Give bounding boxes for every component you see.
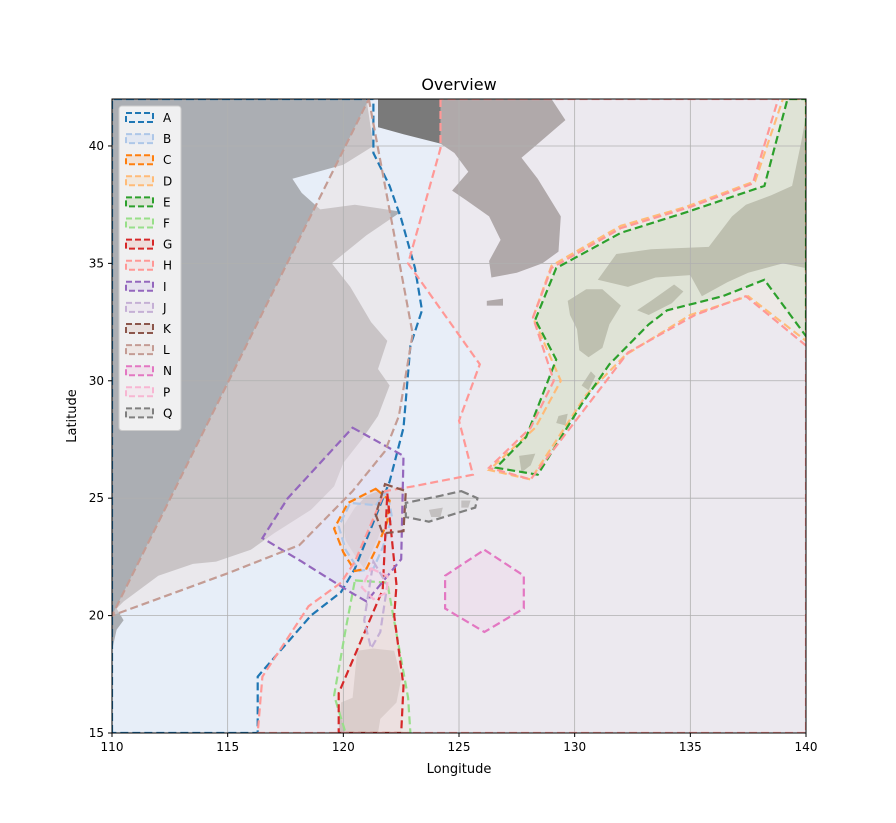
y-tick-label-30: 30 (89, 374, 104, 388)
legend-swatch-K (125, 323, 154, 334)
y-tick-label-35: 35 (89, 256, 104, 270)
legend-label-L: L (163, 343, 170, 357)
land-ishigaki (428, 507, 443, 517)
legend-swatch-C (125, 154, 154, 166)
region-fill-F (334, 580, 411, 733)
region-outline-E (493, 99, 806, 476)
land-ryukyu-okinawa (519, 453, 536, 473)
legend-swatch-I (125, 280, 154, 292)
region-outline-B (337, 488, 394, 573)
legend-label-H: H (163, 259, 172, 273)
region-outline-F (332, 579, 412, 733)
land-korea (378, 99, 566, 278)
region-outline-L (112, 99, 414, 617)
region-outline-P (360, 567, 389, 601)
x-tick-label-130: 130 (563, 740, 586, 754)
region-outline-A (112, 99, 424, 733)
region-fill-H (257, 99, 806, 733)
legend-swatch-A (125, 112, 154, 123)
legend-label-E: E (163, 195, 171, 209)
land-japan-honshu (597, 99, 806, 297)
region-fill-A (112, 99, 422, 733)
region-fill-Q (405, 491, 478, 522)
land-japan-kyushu (567, 289, 621, 358)
region-outline-D (486, 99, 806, 481)
legend-label-J: J (162, 301, 167, 315)
region-outline-N (444, 548, 525, 634)
x-axis-ticks: 110 115 120 125 130 135 140 (101, 733, 818, 754)
y-tick-label-20: 20 (89, 609, 104, 623)
x-tick-label-135: 135 (679, 740, 702, 754)
legend-label-G: G (163, 238, 172, 252)
land-ryukyu-amami (556, 413, 568, 426)
y-tick-label-15: 15 (89, 726, 104, 740)
x-tick-label-110: 110 (101, 740, 124, 754)
region-fill-G (338, 493, 404, 733)
region-fill-N (445, 549, 524, 632)
legend-swatch-H (125, 259, 154, 271)
legend-swatch-E (125, 196, 154, 208)
region-outlines (112, 99, 806, 733)
y-axis-ticks: 15 20 25 30 35 40 (89, 139, 112, 740)
legend-swatch-F (125, 217, 154, 229)
region-outline-K (374, 482, 407, 535)
legend-label-A: A (163, 111, 172, 125)
legend-swatch-J (125, 301, 154, 313)
legend-label-Q: Q (163, 406, 172, 420)
y-tick-label-40: 40 (89, 139, 104, 153)
legend-swatch-B (125, 133, 154, 145)
legend-label-K: K (163, 322, 172, 336)
x-tick-label-120: 120 (332, 740, 355, 754)
legend-swatch-G (125, 238, 154, 250)
legend-label-N: N (163, 364, 172, 378)
y-axis-label: Latitude (65, 389, 80, 443)
legend-label-C: C (163, 153, 171, 167)
region-outline-H (256, 99, 806, 733)
x-tick-label-125: 125 (448, 740, 471, 754)
chart-title: Overview (421, 75, 496, 94)
legend-swatch-P (125, 386, 154, 398)
legend-swatch-D (125, 175, 154, 187)
y-tick-label-25: 25 (89, 491, 104, 505)
legend-label-F: F (163, 217, 170, 231)
region-outline-I (260, 426, 405, 603)
region-outline-Q (404, 489, 479, 523)
x-tick-label-140: 140 (795, 740, 818, 754)
land-miyako (461, 500, 471, 508)
x-axis-label: Longitude (427, 762, 492, 777)
legend-label-P: P (163, 385, 170, 399)
region-outline-J (363, 558, 389, 652)
region-fill-L (112, 99, 413, 616)
legend-label-D: D (163, 174, 172, 188)
land-japan-shikoku (637, 284, 684, 315)
legend-swatch-L (125, 344, 154, 356)
legend-swatch-Q (125, 407, 154, 419)
legend-label-I: I (163, 280, 167, 294)
land-jeju (486, 298, 503, 306)
legend-label-B: B (163, 132, 171, 146)
land-luzon (338, 648, 402, 733)
land-china-mainland (112, 99, 402, 733)
region-outline-G (337, 493, 405, 733)
x-tick-label-115: 115 (216, 740, 239, 754)
legend-swatch-N (125, 365, 154, 377)
